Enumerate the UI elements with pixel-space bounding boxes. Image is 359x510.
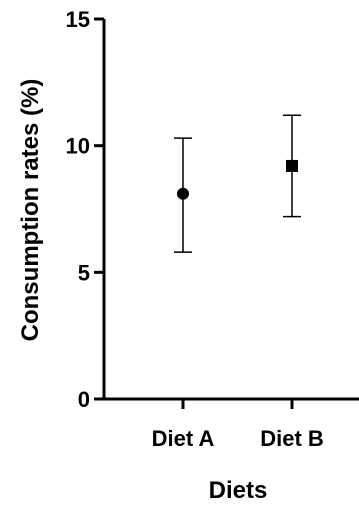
y-tick-label: 15 <box>66 7 90 32</box>
x-ticks: Diet A Diet B <box>152 399 324 451</box>
y-axis-title: Consumption rates (%) <box>17 79 44 342</box>
y-tick-label: 0 <box>78 387 90 412</box>
error-point <box>283 114 301 218</box>
y-tick-label: 5 <box>78 260 90 285</box>
y-tick-label: 10 <box>66 134 90 159</box>
data-point <box>286 159 298 172</box>
x-axis-title: Diets <box>209 477 268 504</box>
x-tick-label: Diet B <box>260 426 324 451</box>
data-marks <box>174 114 301 253</box>
data-point <box>177 187 189 200</box>
y-ticks: 0 5 10 15 <box>66 7 104 412</box>
axes <box>102 19 359 401</box>
error-point <box>174 137 192 253</box>
x-tick-label: Diet A <box>152 426 215 451</box>
